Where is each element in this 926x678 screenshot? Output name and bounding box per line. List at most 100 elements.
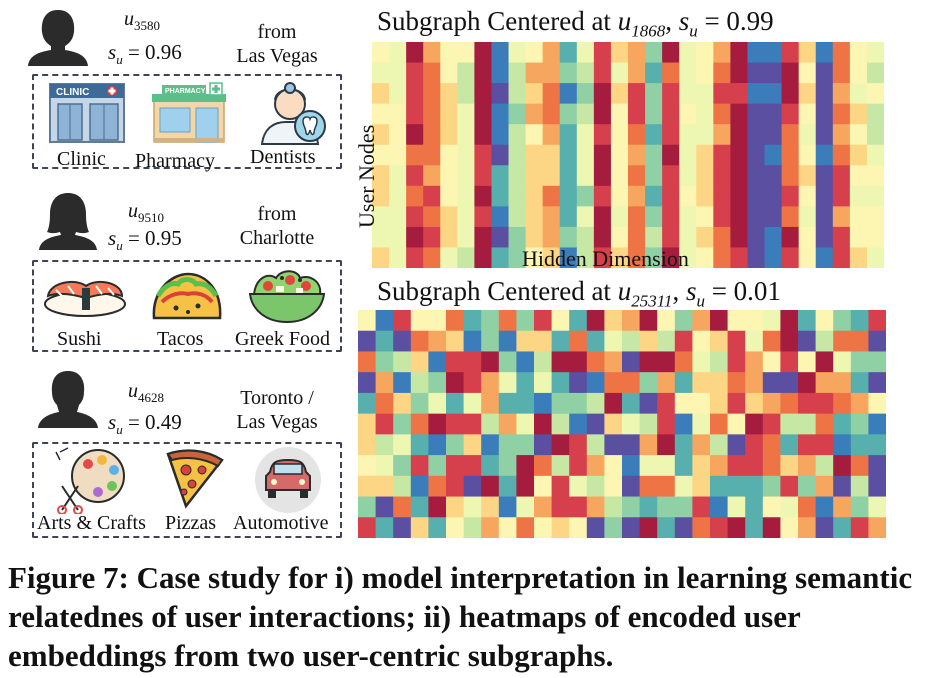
heatmap-cell	[710, 310, 729, 332]
heatmap-cell	[798, 83, 817, 105]
heatmap-cell	[372, 103, 390, 125]
heatmap-cell	[679, 62, 697, 84]
heatmap-cell	[639, 455, 658, 477]
heatmap-1-ylabel: User Nodes	[354, 124, 379, 228]
heatmap-cell	[463, 517, 482, 538]
heatmap-cell	[679, 103, 697, 125]
heatmap-cell	[534, 351, 553, 373]
heatmap-cell	[781, 206, 800, 228]
heatmap-cell	[798, 434, 817, 456]
heatmap-cell	[745, 455, 764, 477]
heatmap-cell	[446, 310, 465, 332]
heatmap-cell	[410, 330, 429, 352]
category-label: Clinic	[57, 148, 106, 170]
heatmap-cell	[406, 165, 424, 187]
heatmap-cell	[730, 165, 748, 187]
heatmap-cell	[586, 372, 605, 394]
heatmap-cell	[423, 83, 441, 105]
heatmap-cell	[815, 42, 834, 64]
heatmap-cell	[457, 185, 475, 207]
user-score: su = 0.49	[108, 410, 182, 438]
heatmap-cell	[674, 392, 693, 415]
heatmap-cell	[674, 496, 693, 518]
heatmap-cell	[657, 372, 676, 394]
heatmap-1-xlabel: Hidden Dimension	[522, 246, 689, 271]
heatmap-cell	[516, 455, 535, 477]
heatmap-1-title: Subgraph Centered at u1868, su = 0.99	[377, 6, 774, 41]
heatmap-cell	[586, 455, 605, 477]
heatmap-cell	[645, 83, 663, 105]
heatmap-cell	[498, 434, 517, 456]
heatmap-cell	[516, 310, 535, 332]
heatmap-cell	[542, 42, 561, 64]
pizza-icon	[166, 449, 224, 509]
heatmap-cell	[866, 247, 884, 268]
heatmap-cell	[406, 62, 424, 84]
svg-text:PHARMACY: PHARMACY	[165, 88, 206, 95]
heatmap-cell	[868, 475, 886, 498]
heatmap-cell	[850, 392, 869, 415]
heatmap-cell	[491, 83, 510, 105]
heatmap-cell	[393, 517, 412, 538]
heatmap-cell	[710, 351, 729, 373]
heatmap-cell	[850, 455, 869, 477]
heatmap-cell	[747, 42, 766, 64]
heatmap-cell	[696, 226, 714, 248]
heatmap-cell	[604, 434, 623, 456]
heatmap-cell	[833, 351, 852, 373]
heatmap-cell	[372, 42, 390, 64]
heatmap-cell	[764, 144, 783, 166]
heatmap-cell	[815, 455, 834, 477]
heatmap-cell	[551, 372, 570, 394]
heatmap-cell	[463, 351, 482, 373]
heatmap-cell	[481, 496, 500, 518]
heatmap-cell	[657, 496, 676, 518]
heatmap-cell	[696, 247, 714, 268]
heatmap-cell	[815, 475, 834, 498]
heatmap-cell	[440, 144, 458, 166]
heatmap-cell	[389, 165, 407, 187]
heatmap-cell	[727, 434, 746, 456]
heatmap-cell	[525, 185, 544, 207]
heatmap-cell	[781, 185, 800, 207]
heatmap-cell	[389, 83, 407, 105]
heatmap-cell	[610, 206, 629, 228]
heatmap-cell	[525, 42, 544, 64]
clinic-icon: CLINIC	[49, 83, 125, 143]
heatmap-cell	[713, 206, 731, 228]
heatmap-cell	[679, 83, 697, 105]
heatmap-cell	[491, 185, 510, 207]
heatmap-cell	[508, 42, 527, 64]
heatmap-cell	[781, 247, 800, 268]
heatmap-cell	[745, 475, 764, 498]
heatmap-cell	[815, 206, 834, 228]
heatmap-cell	[815, 185, 834, 207]
heatmap-cell	[542, 103, 561, 125]
heatmap-cell	[375, 330, 394, 352]
category-label: Greek Food	[235, 328, 330, 350]
heatmap-cell	[764, 124, 783, 146]
sushi-icon	[44, 280, 126, 317]
heatmap-cell	[576, 185, 595, 207]
car-icon	[255, 447, 321, 513]
heatmap-cell	[745, 372, 764, 394]
heatmap-cell	[679, 247, 697, 268]
heatmap-cell	[747, 185, 766, 207]
heatmap-cell	[815, 392, 834, 415]
heatmap-cell	[593, 185, 612, 207]
heatmap-cell	[428, 434, 447, 456]
heatmap-cell	[781, 144, 800, 166]
heatmap-cell	[474, 83, 492, 105]
user-location: from Las Vegas	[236, 21, 318, 67]
heatmap-cell	[762, 392, 781, 415]
heatmap-cell	[389, 62, 407, 84]
heatmap-cell	[696, 62, 714, 84]
heatmap-cell	[692, 392, 711, 415]
heatmap-cell	[457, 226, 475, 248]
heatmap-cell	[474, 165, 492, 187]
heatmap-cell	[604, 496, 623, 518]
heatmap-cell	[542, 62, 561, 84]
heatmap-cell	[628, 124, 646, 146]
heatmap-cell	[850, 351, 869, 373]
heatmap-cell	[446, 475, 465, 498]
